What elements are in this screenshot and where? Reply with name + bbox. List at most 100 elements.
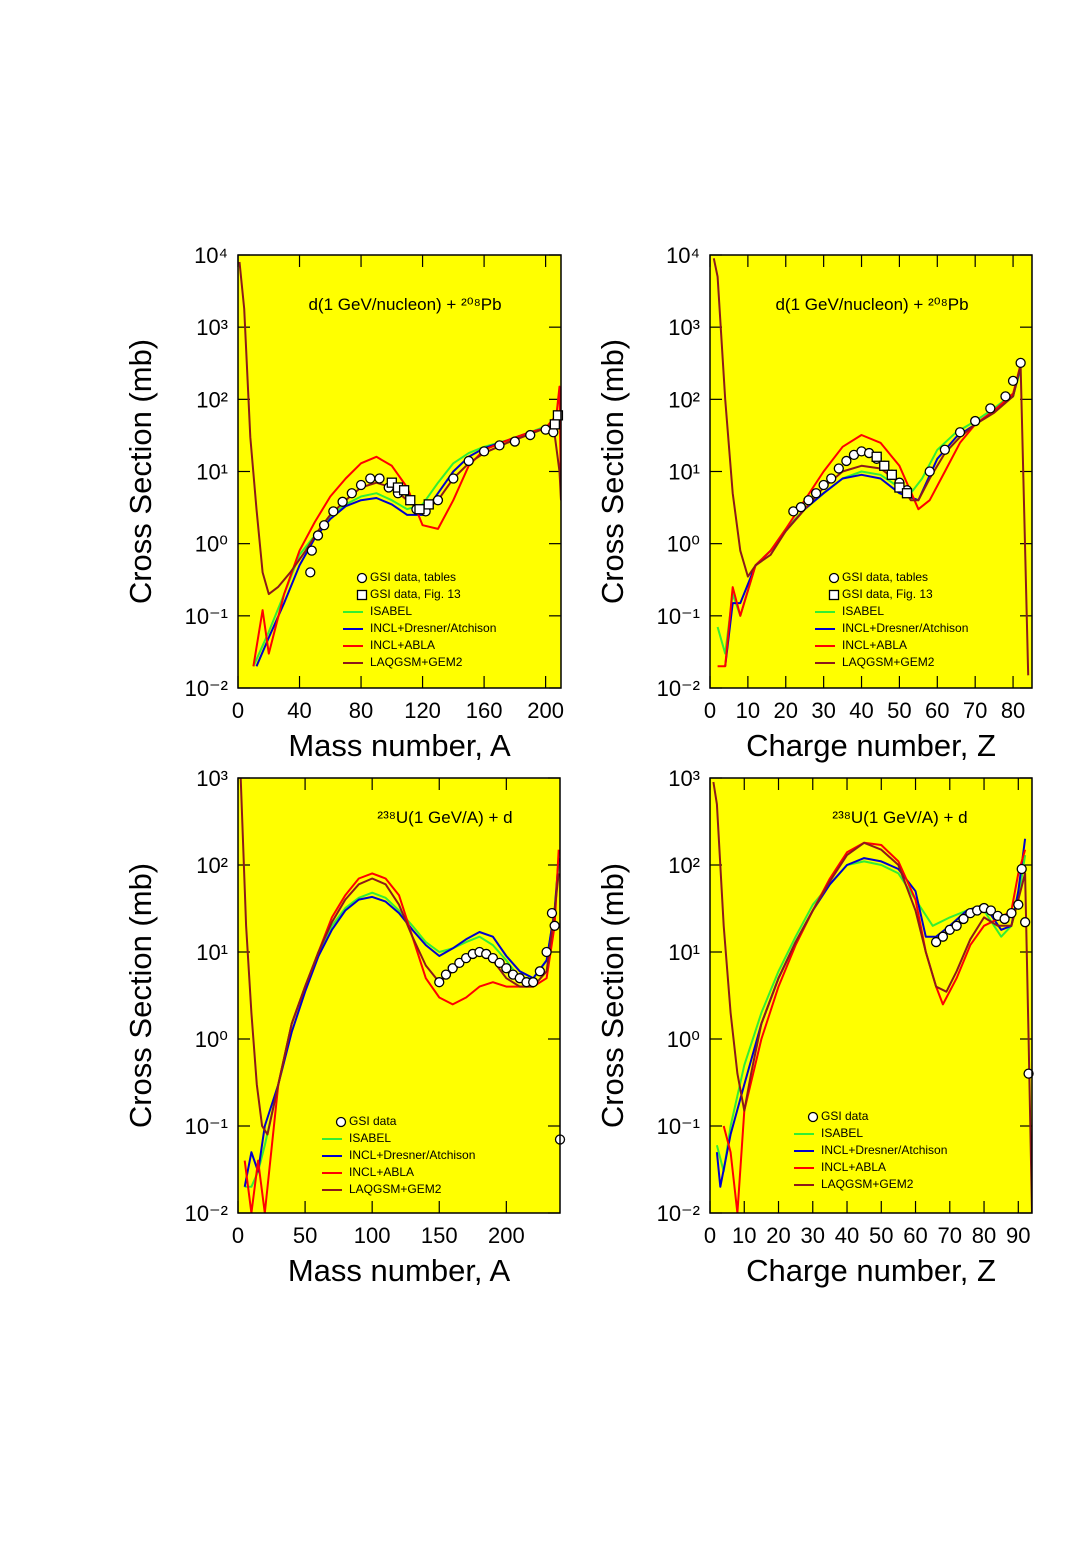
x-tick-label: 20 (774, 698, 798, 723)
data-marker (795, 502, 807, 513)
legend-swatch (807, 1111, 819, 1123)
data-marker (901, 488, 913, 499)
x-tick-label: 30 (801, 1223, 825, 1248)
x-tick-label: 60 (903, 1223, 927, 1248)
plot-area (710, 255, 1032, 688)
y-tick-label: 10³ (668, 315, 700, 340)
y-tick-label: 10⁻² (185, 1201, 228, 1226)
annotation: d(1 GeV/nucleon) + ²⁰⁸Pb (308, 295, 501, 314)
data-marker (494, 440, 505, 451)
legend-label: INCL+ABLA (821, 1160, 886, 1174)
legend-label: LAQGSM+GEM2 (842, 655, 935, 669)
y-tick-label: 10⁻² (657, 1201, 700, 1226)
x-tick-label: 100 (354, 1223, 391, 1248)
data-marker (788, 506, 799, 517)
data-marker (448, 473, 459, 484)
legend-label: INCL+Dresner/Atchison (842, 621, 968, 635)
legend-label: LAQGSM+GEM2 (370, 655, 463, 669)
y-tick-label: 10⁻¹ (185, 604, 228, 629)
x-tick-label: 90 (1006, 1223, 1030, 1248)
data-marker (549, 419, 560, 430)
data-marker (1013, 899, 1024, 910)
legend-label: INCL+Dresner/Atchison (821, 1143, 947, 1157)
series-line (238, 261, 561, 596)
y-tick-label: 10³ (196, 315, 228, 340)
data-marker (534, 966, 546, 977)
data-marker (985, 403, 996, 414)
data-marker (1006, 907, 1017, 919)
y-tick-label: 10⁻² (185, 676, 228, 701)
x-axis-title: Charge number, Z (746, 728, 996, 763)
data-marker (414, 504, 425, 515)
x-tick-label: 60 (925, 698, 949, 723)
y-tick-label: 10⁻² (657, 676, 700, 701)
data-marker (924, 466, 935, 477)
x-tick-label: 50 (869, 1223, 893, 1248)
x-tick-label: 10 (732, 1223, 756, 1248)
x-tick-label: 40 (835, 1223, 859, 1248)
y-tick-label: 10³ (668, 766, 700, 791)
plot-frame (709, 777, 1033, 1214)
legend-swatch (828, 572, 840, 584)
data-marker (447, 963, 458, 974)
x-tick-label: 160 (466, 698, 503, 723)
x-tick-label: 20 (766, 1223, 790, 1248)
data-marker (312, 530, 324, 541)
y-axis-title: Cross Section (mb) (595, 863, 630, 1128)
data-marker (879, 460, 890, 471)
x-tick-label: 0 (232, 1223, 244, 1248)
legend-label: LAQGSM+GEM2 (349, 1182, 442, 1196)
x-tick-label: 0 (704, 1223, 716, 1248)
plot-frame (237, 777, 561, 1214)
x-tick-label: 200 (488, 1223, 525, 1248)
data-marker (440, 969, 452, 980)
data-marker (1016, 863, 1027, 875)
legend-swatch (356, 589, 368, 601)
legend-label: INCL+ABLA (842, 638, 907, 652)
x-axis-title: Mass number, A (288, 728, 511, 763)
x-tick-label: 40 (287, 698, 311, 723)
data-marker (509, 436, 521, 447)
panel: 10⁻² 10⁻¹ 10⁰ 10¹ 10² 10³ 0 10 20 30 40 50 60 70 80 90 ²… (595, 766, 1034, 1288)
legend-label: LAQGSM+GEM2 (821, 1177, 914, 1191)
annotation: d(1 GeV/nucleon) + ²⁰⁸Pb (775, 295, 968, 314)
y-tick-label: 10² (196, 387, 228, 412)
legend-label: INCL+Dresner/Atchison (349, 1148, 475, 1162)
x-tick-label: 200 (527, 698, 564, 723)
data-marker (374, 473, 385, 484)
data-marker (546, 907, 558, 919)
legend-label: INCL+ABLA (370, 638, 435, 652)
data-marker (1019, 917, 1031, 928)
y-tick-label: 10⁴ (194, 243, 228, 268)
data-marker (328, 506, 339, 517)
x-axis-title: Charge number, Z (746, 1253, 996, 1288)
x-tick-label: 80 (349, 698, 373, 723)
plot-area (710, 778, 1032, 1213)
legend-label: ISABEL (370, 604, 412, 618)
data-marker (494, 957, 505, 969)
legend-label: GSI data, tables (370, 570, 456, 584)
y-tick-label: 10⁻¹ (657, 604, 700, 629)
x-tick-label: 0 (232, 698, 244, 723)
y-axis-title: Cross Section (mb) (123, 339, 158, 604)
legend-label: GSI data (821, 1109, 869, 1123)
data-marker (1015, 357, 1026, 369)
data-marker (894, 482, 905, 493)
data-marker (810, 488, 822, 499)
data-marker (365, 473, 376, 484)
legend-swatch (335, 1116, 347, 1128)
data-marker (871, 451, 882, 462)
data-marker (970, 415, 981, 427)
data-marker (405, 495, 416, 506)
plot-area (238, 255, 561, 688)
x-tick-label: 40 (849, 698, 873, 723)
x-axis-title: Mass number, A (288, 1253, 511, 1288)
data-marker (355, 479, 367, 491)
panel: 10⁻² 10⁻¹ 10⁰ 10¹ 10² 10³ 10⁴ 0 10 20 30 40 50 60 70 80… (595, 243, 1033, 763)
data-marker (346, 488, 357, 499)
panel: 10⁻² 10⁻¹ 10⁰ 10¹ 10² 10³ 0 50 100 150 200 ²³⁸U(1 G… (123, 766, 566, 1288)
y-tick-label: 10¹ (668, 940, 700, 965)
y-tick-label: 10⁻¹ (657, 1114, 700, 1139)
legend-label: GSI data (349, 1114, 397, 1128)
data-marker (833, 463, 844, 474)
